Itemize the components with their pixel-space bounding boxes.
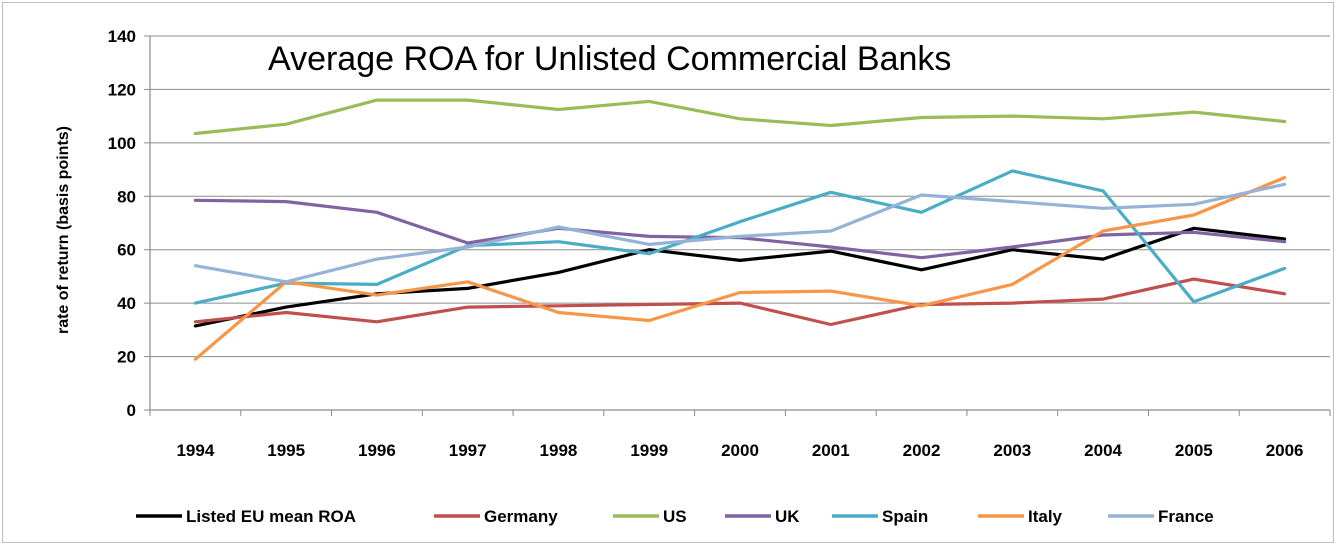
legend: Listed EU mean ROA Germany US UK Spain Italy F… [136,507,1214,526]
series-line-spain [193,169,1287,305]
y-tick-label: 20 [117,348,136,367]
y-axis-label: rate of return (basis points) [55,126,72,334]
axes [144,35,1331,416]
x-tick-label: 1997 [449,441,487,460]
gridlines [150,35,1330,358]
x-tick-label: 2001 [812,441,850,460]
x-tick-labels: 1994 1995 1996 1997 1998 1999 2000 2001 2002 2003… [176,441,1303,460]
y-tick-labels: 0 20 40 60 80 100 120 140 [108,27,136,420]
x-tick-label: 1996 [358,441,396,460]
series-lines [193,98,1287,361]
legend-label-france: France [1158,507,1214,526]
x-tick-label: 2005 [1175,441,1213,460]
series-line-listed-eu-mean-roa [193,226,1287,328]
x-tick-label: 2000 [721,441,759,460]
x-tick-label: 1998 [540,441,578,460]
legend-label-listed-eu-mean-roa: Listed EU mean ROA [186,507,356,526]
series-line-us [193,98,1287,136]
legend-label-us: US [663,507,687,526]
y-tick-label: 100 [108,134,136,153]
x-tick-label: 1999 [630,441,668,460]
legend-label-italy: Italy [1028,507,1063,526]
y-tick-label: 120 [108,80,136,99]
series-line-germany [193,277,1287,327]
chart-title: Average ROA for Unlisted Commercial Bank… [268,40,951,78]
legend-label-spain: Spain [882,507,928,526]
x-tick-label: 2006 [1266,441,1304,460]
legend-label-germany: Germany [484,507,558,526]
legend-label-uk: UK [775,507,800,526]
y-tick-label: 0 [127,401,136,420]
x-tick-label: 2002 [903,441,941,460]
x-tick-label: 2004 [1084,441,1122,460]
x-tick-label: 1995 [267,441,305,460]
series-line-france [193,182,1287,284]
x-tick-label: 2003 [993,441,1031,460]
y-tick-label: 40 [117,294,136,313]
y-tick-label: 60 [117,241,136,260]
x-tick-label: 1994 [176,441,214,460]
y-tick-label: 140 [108,27,136,46]
y-tick-label: 80 [117,187,136,206]
series-line-italy [193,176,1287,361]
